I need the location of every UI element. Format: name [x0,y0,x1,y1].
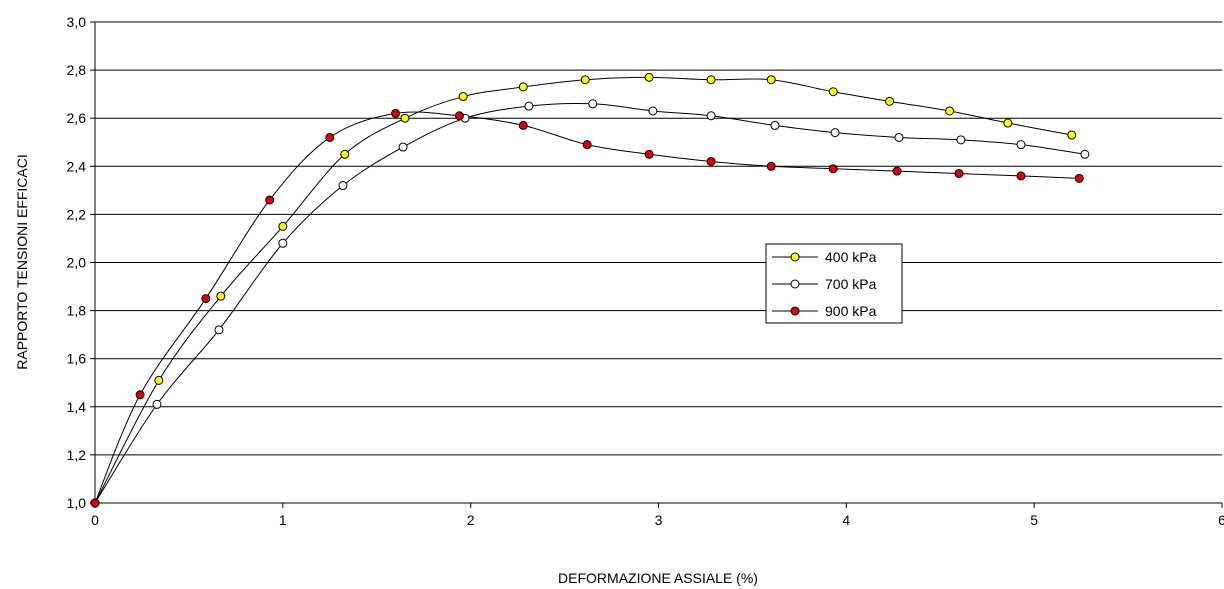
data-point [152,399,162,409]
data-point [885,96,895,106]
data-point [1074,173,1084,183]
series-line-2 [94,111,1080,504]
data-point [945,106,955,116]
data-point [956,135,966,145]
data-point [216,291,226,301]
data-point [830,128,840,138]
legend-marker [790,279,800,289]
data-point [340,149,350,159]
legend-label: 400 kPa [825,249,877,265]
data-point [892,166,902,176]
data-point [398,142,408,152]
data-point [644,149,654,159]
x-tick-label: 3 [655,512,663,528]
y-axis-title: RAPPORTO TENSIONI EFFICACI [14,154,30,369]
y-tick-label: 1,6 [67,351,87,367]
y-tick-label: 1,2 [67,447,87,463]
data-point [706,111,716,121]
data-point [325,132,335,142]
data-point [201,294,211,304]
data-point [644,72,654,82]
series-line-1 [94,102,1085,504]
grid [95,21,1222,456]
y-tick-label: 1,4 [67,399,87,415]
data-point [828,87,838,97]
y-tick-label: 2,6 [67,110,87,126]
legend-label: 700 kPa [825,276,877,292]
data-point [770,120,780,130]
data-point [265,195,275,205]
data-point [766,161,776,171]
tick-labels: 1,0 1,2 1,4 1,6 1,8 2,0 2,2 2,4 2,6 2,8 3,0 0 1 2 3 4 5 6 [67,14,1224,528]
data-point [648,106,658,116]
legend-marker [790,306,800,316]
y-tick-label: 1,0 [67,495,87,511]
x-tick-label: 6 [1218,512,1224,528]
x-tick-label: 0 [91,512,99,528]
data-point [706,156,716,166]
data-point [1016,171,1026,181]
data-point [828,164,838,174]
data-point [1016,140,1026,150]
x-tick-label: 2 [467,512,475,528]
data-point [894,132,904,142]
data-point [580,75,590,85]
series [90,72,1090,508]
y-tick-label: 2,2 [67,206,87,222]
data-point [278,221,288,231]
data-point [1080,149,1090,159]
data-point [518,82,528,92]
data-point [278,238,288,248]
x-tick-label: 1 [279,512,287,528]
data-point [338,181,348,191]
data-point [588,99,598,109]
legend-marker [790,252,800,262]
data-point [391,108,401,118]
x-tick-label: 4 [842,512,850,528]
data-point [135,390,145,400]
data-point [766,75,776,85]
data-point [1067,130,1077,140]
y-tick-label: 3,0 [67,14,87,30]
y-tick-label: 2,8 [67,62,87,78]
x-axis-title: DEFORMAZIONE ASSIALE (%) [558,570,758,586]
data-point [454,111,464,121]
data-point [154,375,164,385]
x-tick-label: 5 [1030,512,1038,528]
legend-label: 900 kPa [825,303,877,319]
data-point [706,75,716,85]
data-point [954,169,964,179]
legend: 400 kPa 700 kPa 900 kPa [765,243,903,324]
data-point [458,92,468,102]
y-tick-label: 2,4 [67,158,87,174]
data-point [582,140,592,150]
y-tick-label: 1,8 [67,303,87,319]
data-point [524,101,534,111]
data-point [90,498,100,508]
data-point [400,113,410,123]
axes [90,21,1223,508]
series-line-0 [94,76,1072,504]
data-point [1003,118,1013,128]
data-point [518,120,528,130]
y-tick-label: 2,0 [67,255,87,271]
data-point [214,325,224,335]
